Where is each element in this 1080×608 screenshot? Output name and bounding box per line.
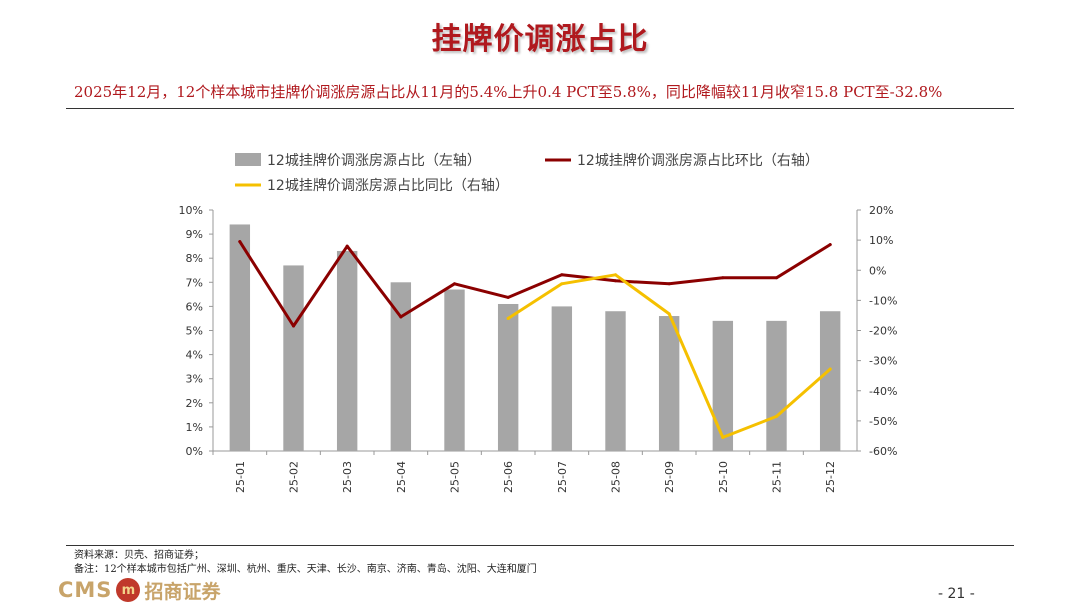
- x-tick-label: 25-04: [395, 461, 408, 493]
- left-tick-label: 10%: [179, 204, 203, 217]
- line-point: [292, 324, 295, 328]
- x-tick-label: 25-12: [824, 461, 837, 493]
- line-point: [721, 435, 725, 439]
- x-tick-label: 25-11: [771, 461, 784, 493]
- source-note: 资料来源：贝壳、招商证券；: [74, 550, 204, 561]
- left-tick-label: 4%: [186, 349, 203, 362]
- bar: [444, 289, 465, 451]
- line-point: [828, 367, 832, 371]
- sample-note: 备注：12个样本城市包括广州、深圳、杭州、重庆、天津、长沙、南京、济南、青岛、沈…: [74, 564, 537, 575]
- x-tick-label: 25-06: [502, 461, 515, 493]
- chart-axes: 0% 1% 2% 3% 4% 5% 6% 7% 8% 9% 10% -60% -50% -40% -30% -…: [179, 204, 898, 493]
- chart-legend: 12城挂牌价调涨房源占比（左轴） 12城挂牌价调涨房源占比环比（右轴） 12城挂牌价…: [235, 152, 819, 194]
- x-tick-label: 25-07: [556, 461, 569, 493]
- left-tick-label: 7%: [186, 276, 203, 289]
- bar-series: [229, 224, 841, 451]
- bar: [712, 320, 734, 451]
- left-tick-label: 6%: [186, 300, 203, 313]
- x-tick-label: 25-08: [610, 461, 623, 493]
- bar: [390, 282, 412, 451]
- x-tick-label: 25-05: [449, 461, 462, 493]
- line-point: [560, 273, 564, 277]
- bar: [551, 306, 573, 451]
- mom-change-line: [238, 240, 832, 328]
- left-tick-label: 9%: [186, 228, 203, 241]
- x-tick-label: 25-01: [234, 461, 247, 493]
- bar: [336, 250, 358, 451]
- page-title: 挂牌价调涨占比: [431, 22, 649, 57]
- line-point: [399, 315, 403, 319]
- x-tick-label: 25-03: [341, 461, 354, 493]
- bar: [605, 311, 626, 451]
- logo-cn-text: 招商证券: [144, 580, 221, 603]
- bar: [497, 303, 519, 451]
- line-point: [614, 279, 617, 283]
- bar: [658, 316, 680, 451]
- x-tick-label: 25-09: [663, 461, 676, 493]
- line-point: [238, 240, 242, 244]
- left-tick-label: 3%: [186, 373, 203, 386]
- right-tick-label: -10%: [869, 294, 897, 307]
- right-tick-label: 10%: [869, 234, 893, 247]
- line-point: [560, 282, 564, 286]
- left-tick-label: 5%: [186, 325, 203, 338]
- line-point: [614, 273, 617, 277]
- right-tick-label: -30%: [869, 355, 897, 368]
- legend-label: 12城挂牌价调涨房源占比同比（右轴）: [267, 177, 509, 194]
- legend-label: 12城挂牌价调涨房源占比（左轴）: [267, 152, 481, 169]
- line-point: [775, 414, 778, 418]
- right-tick-label: -60%: [869, 445, 897, 458]
- line-point: [721, 276, 725, 280]
- bar: [766, 320, 787, 451]
- left-tick-label: 8%: [186, 252, 203, 265]
- line-point: [345, 244, 349, 248]
- line-point: [506, 295, 510, 299]
- top-divider: [66, 108, 1014, 109]
- bar: [819, 311, 841, 451]
- line-point: [828, 243, 832, 247]
- legend-swatch-bar: [235, 153, 261, 166]
- left-tick-label: 0%: [186, 445, 203, 458]
- left-tick-label: 1%: [186, 421, 203, 434]
- line-point: [667, 282, 671, 286]
- line-point: [453, 282, 456, 286]
- x-tick-label: 25-02: [288, 461, 301, 493]
- right-tick-label: 20%: [869, 204, 893, 217]
- line-series: [238, 240, 832, 439]
- page-subtitle: 2025年12月，12个样本城市挂牌价调涨房源占比从11月的5.4%上升0.4 …: [74, 83, 943, 101]
- right-tick-label: -50%: [869, 415, 897, 428]
- logo-badge-icon: m: [116, 578, 141, 602]
- logo-cms-text: CMS: [58, 578, 113, 602]
- chart-notes: 资料来源：贝壳、招商证券； 备注：12个样本城市包括广州、深圳、杭州、重庆、天津…: [74, 549, 537, 577]
- bar: [283, 265, 304, 451]
- line-point: [667, 312, 671, 316]
- right-tick-label: -40%: [869, 385, 897, 398]
- legend-label: 12城挂牌价调涨房源占比环比（右轴）: [577, 152, 819, 169]
- right-tick-label: 0%: [869, 264, 886, 277]
- right-tick-label: -20%: [869, 325, 897, 338]
- line-point: [506, 316, 510, 320]
- bar: [229, 224, 251, 451]
- left-tick-label: 2%: [186, 397, 203, 410]
- x-tick-label: 25-10: [717, 461, 730, 493]
- line-point: [775, 276, 778, 280]
- company-logo: CMS m 招商证券: [58, 576, 220, 604]
- bottom-divider: [66, 545, 1014, 546]
- page-number: - 21 -: [938, 586, 975, 602]
